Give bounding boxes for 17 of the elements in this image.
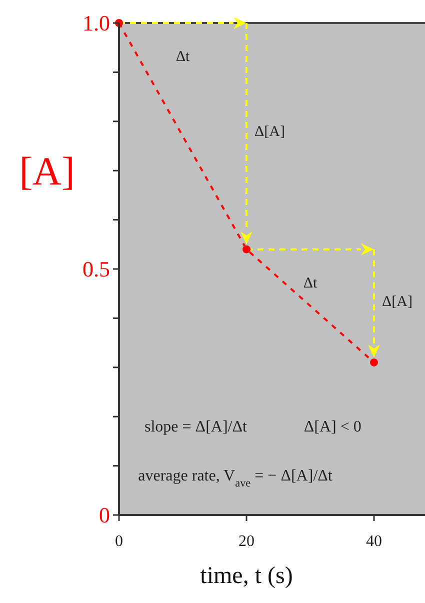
annotation: average rate, V$_{ave}$ = − Δ[A]/Δt: [138, 468, 333, 490]
y-tick-label: 1.0: [82, 10, 110, 36]
annotation: Δt: [176, 49, 190, 65]
annotation: Δ[A]: [254, 124, 285, 140]
y-tick-label: 0.5: [82, 256, 110, 282]
annotation: Δ[A]: [382, 294, 412, 310]
x-tick-label: 20: [238, 533, 254, 550]
annotation: Δ[A] < 0: [304, 418, 362, 436]
y-tick-label: 0: [99, 502, 110, 528]
y-axis-title: [A]: [19, 148, 75, 194]
x-tick-label: 40: [366, 533, 382, 550]
x-tick-label: 0: [115, 533, 123, 550]
point: [370, 358, 378, 366]
point: [242, 245, 250, 254]
x-axis-title: time, t (s): [200, 563, 293, 589]
annotation: slope = Δ[A]/Δt: [144, 418, 248, 436]
annotation: Δt: [303, 275, 318, 292]
